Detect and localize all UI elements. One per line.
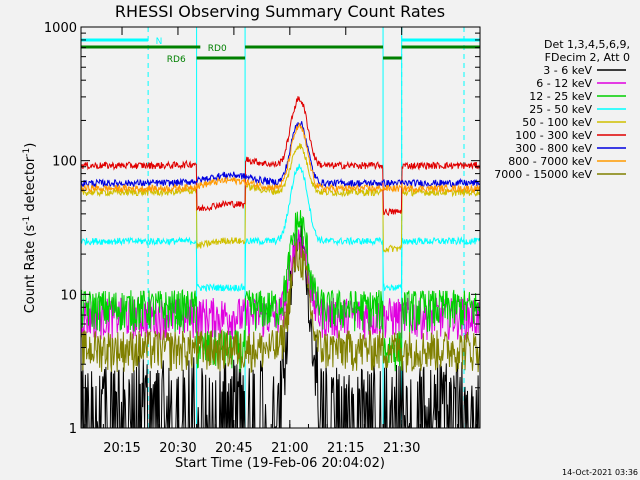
x-tick-label: 21:00 bbox=[271, 441, 308, 456]
legend-label: 300 - 800 keV bbox=[515, 142, 592, 155]
legend-label: 25 - 50 keV bbox=[529, 103, 592, 116]
legend-header-line-2: FDecim 2, Att 0 bbox=[545, 51, 630, 64]
flag-label-rd6: RD6 bbox=[167, 55, 186, 65]
legend: Det 1,3,4,5,6,9, FDecim 2, Att 0 3 - 6 k… bbox=[494, 38, 630, 181]
legend-header-line-1: Det 1,3,4,5,6,9, bbox=[544, 38, 630, 51]
legend-label: 100 - 300 keV bbox=[515, 129, 592, 142]
x-axis: 20:15 20:30 20:45 21:00 21:15 21:30 bbox=[84, 27, 477, 456]
series-line-5 bbox=[81, 143, 480, 253]
series-line-8 bbox=[81, 122, 480, 194]
series-line-9 bbox=[81, 241, 480, 374]
legend-label: 6 - 12 keV bbox=[536, 77, 592, 90]
y-axis-label: Count Rate (s-1 detector-1) bbox=[22, 143, 38, 314]
flag-label-n: N bbox=[156, 37, 163, 47]
x-axis-label: Start Time (19-Feb-06 20:04:02) bbox=[175, 456, 385, 471]
y-tick-label: 1000 bbox=[44, 21, 77, 36]
series-line-3 bbox=[81, 210, 480, 373]
y-tick-label: 100 bbox=[52, 155, 77, 170]
plot-frame bbox=[80, 26, 481, 429]
legend-label: 12 - 25 keV bbox=[529, 90, 592, 103]
y-axis: 1 10 100 1000 bbox=[44, 21, 480, 437]
footer-timestamp: 14-Oct-2021 03:36 bbox=[562, 468, 638, 477]
legend-label: 50 - 100 keV bbox=[522, 116, 592, 129]
series-line-4 bbox=[81, 163, 480, 293]
y-tick-label: 1 bbox=[69, 422, 77, 437]
x-tick-label: 20:30 bbox=[159, 441, 196, 456]
chart-title: RHESSI Observing Summary Count Rates bbox=[115, 2, 445, 21]
legend-label: 800 - 7000 keV bbox=[508, 155, 592, 168]
series-line-6 bbox=[81, 96, 480, 217]
legend-label: 3 - 6 keV bbox=[543, 64, 592, 77]
flag-label-rd0: RD0 bbox=[208, 44, 227, 54]
legend-label: 7000 - 15000 keV bbox=[494, 168, 592, 181]
x-tick-label: 20:15 bbox=[103, 441, 140, 456]
series-line-7 bbox=[81, 121, 480, 189]
y-tick-label: 10 bbox=[60, 288, 77, 303]
x-tick-label: 21:30 bbox=[383, 441, 420, 456]
x-tick-label: 20:45 bbox=[215, 441, 252, 456]
series-line-1 bbox=[81, 225, 480, 428]
x-tick-label: 21:15 bbox=[327, 441, 364, 456]
